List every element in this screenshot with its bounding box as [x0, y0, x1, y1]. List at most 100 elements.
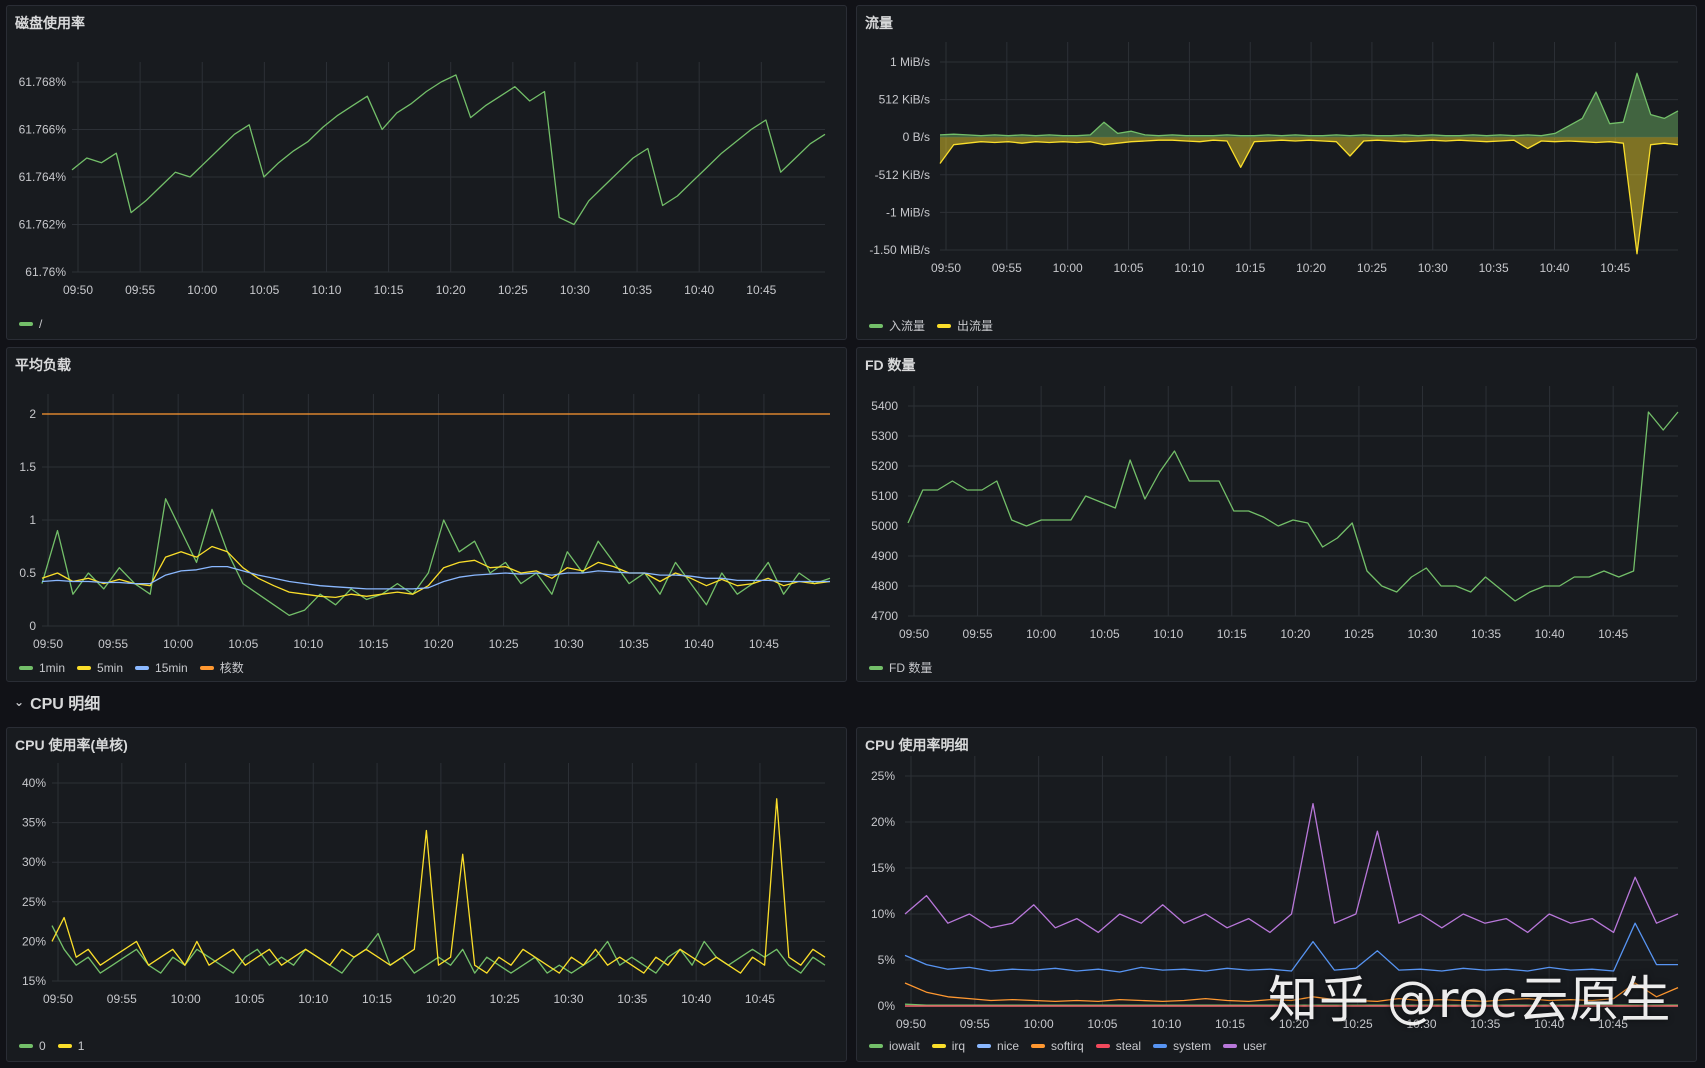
y-tick-label: 1 MiB/s	[890, 55, 930, 69]
y-tick-label: 4900	[871, 549, 898, 563]
series-line-出流量[interactable]	[939, 139, 1679, 255]
series-line-入流量[interactable]	[939, 72, 1679, 137]
x-tick-label: 09:55	[992, 261, 1022, 275]
series-line-user[interactable]	[904, 802, 1679, 934]
x-tick-label: 10:20	[423, 637, 453, 651]
legend-item[interactable]: iowait	[869, 1039, 920, 1053]
legend-item[interactable]: 15min	[135, 661, 188, 675]
legend-swatch	[1153, 1044, 1168, 1048]
y-tick-label: 4800	[871, 579, 898, 593]
legend-item[interactable]: 0	[19, 1039, 46, 1053]
x-tick-label: 10:00	[1053, 261, 1083, 275]
panel-title[interactable]: FD 数量	[865, 357, 916, 373]
series-line-1[interactable]	[51, 798, 826, 974]
legend-label: 5min	[97, 660, 124, 675]
legend-item[interactable]: /	[19, 317, 42, 331]
panel-title[interactable]: CPU 使用率(单核)	[15, 737, 128, 753]
series-line-system[interactable]	[904, 922, 1678, 973]
x-tick-label: 10:05	[1087, 1017, 1117, 1031]
panel-traffic[interactable]: 流量入流量 出流量	[856, 5, 1697, 340]
x-tick-label: 10:45	[745, 992, 775, 1006]
x-tick-label: 10:40	[1539, 261, 1569, 275]
x-tick-label: 10:45	[746, 283, 776, 297]
legend-label: 15min	[155, 660, 188, 675]
legend-swatch	[869, 323, 883, 328]
x-tick-label: 10:10	[1174, 261, 1204, 275]
x-tick-label: 10:25	[490, 992, 520, 1006]
y-tick-label: 5200	[871, 459, 898, 473]
series-line-5min[interactable]	[41, 545, 831, 599]
legend-swatch	[931, 1044, 946, 1048]
legend-item[interactable]: 1	[57, 1039, 84, 1053]
series-line-softirq[interactable]	[904, 982, 1679, 1003]
legend-label: /	[39, 317, 43, 331]
series-line-0[interactable]	[51, 925, 826, 974]
series-line-15min[interactable]	[41, 565, 830, 590]
x-tick-label: 10:40	[1535, 627, 1565, 641]
x-tick-label: 10:05	[249, 283, 279, 297]
series-line-/[interactable]	[71, 74, 826, 226]
x-tick-label: 10:10	[311, 283, 341, 297]
x-tick-label: 10:45	[1600, 261, 1630, 275]
legend-swatch	[1095, 1044, 1110, 1048]
x-tick-label: 10:35	[622, 283, 652, 297]
panel-title[interactable]: 流量	[865, 15, 893, 31]
legend-item[interactable]: 1min	[19, 661, 65, 675]
legend-item[interactable]: 出流量	[937, 317, 993, 334]
row-title: CPU 明细	[30, 696, 101, 713]
panel-title[interactable]: CPU 使用率明细	[865, 737, 969, 753]
legend-item[interactable]: 5min	[77, 661, 123, 675]
legend-item[interactable]: steal	[1095, 1039, 1142, 1053]
x-tick-label: 10:30	[1418, 261, 1448, 275]
legend-item[interactable]: 入流量	[869, 317, 925, 334]
legend-swatch	[1223, 1044, 1238, 1048]
y-tick-label: 61.762%	[19, 218, 67, 232]
series-line-FD 数量[interactable]	[907, 411, 1679, 602]
x-tick-label: 10:00	[171, 992, 201, 1006]
legend-label: steal	[1115, 1039, 1142, 1053]
series-line-iowait[interactable]	[904, 1003, 1678, 1006]
row-header-cpu[interactable]: ⌄ CPU 明细	[14, 690, 100, 714]
x-tick-label: 10:00	[1024, 1017, 1054, 1031]
legend-item[interactable]: system	[1153, 1039, 1211, 1053]
x-tick-label: 10:30	[1406, 1017, 1436, 1031]
legend-swatch	[1031, 1044, 1046, 1048]
chevron-down-icon: ⌄	[14, 695, 25, 709]
chart-load: 2 1.5 1 0.5 0 09:50 09:55 10:00 10:05 10:10 10:15 1…	[19, 394, 831, 651]
y-tick-label: 61.764%	[19, 170, 67, 184]
x-tick-label: 10:35	[1470, 1017, 1500, 1031]
x-tick-label: 09:50	[899, 627, 929, 641]
x-tick-label: 10:20	[1296, 261, 1326, 275]
legend-swatch	[19, 322, 33, 326]
legend: 1min 5min 15min 核数	[19, 659, 244, 676]
panel-disk[interactable]: 磁盘使用率 /	[6, 5, 847, 340]
x-tick-label: 10:35	[619, 637, 649, 651]
legend: /	[19, 317, 42, 331]
x-tick-label: 10:05	[234, 992, 264, 1006]
y-tick-label: 5000	[871, 519, 898, 533]
legend-swatch	[977, 1044, 992, 1048]
chart-traffic: 1 MiB/s 512 KiB/s 0 B/s -512 KiB/s -1 MiB/s -…	[869, 42, 1679, 275]
y-tick-label: 5400	[871, 399, 898, 413]
x-tick-label: 10:00	[1026, 627, 1056, 641]
legend-item[interactable]: irq	[931, 1039, 965, 1053]
legend-item[interactable]: user	[1223, 1039, 1266, 1053]
x-tick-label: 10:05	[228, 637, 258, 651]
x-tick-label: 09:55	[125, 283, 155, 297]
legend-item[interactable]: softirq	[1031, 1039, 1084, 1053]
panel-title[interactable]: 磁盘使用率	[15, 15, 85, 31]
x-tick-label: 10:10	[293, 637, 323, 651]
legend-item[interactable]: 核数	[199, 659, 244, 676]
legend-swatch	[869, 1044, 883, 1048]
legend-item[interactable]: nice	[977, 1039, 1019, 1053]
legend-item[interactable]: FD 数量	[869, 659, 932, 676]
x-tick-label: 10:05	[1114, 261, 1144, 275]
legend-label: user	[1243, 1039, 1267, 1053]
x-tick-label: 10:30	[553, 992, 583, 1006]
x-tick-label: 10:00	[163, 637, 193, 651]
panel-title[interactable]: 平均负载	[15, 357, 71, 373]
chart-cpu_single: 40% 35% 30% 25% 20% 15% 09:50 09:55 10:00 10:05 10…	[22, 763, 826, 1006]
panel-fd[interactable]: FD 数量 FD 数量	[856, 347, 1697, 682]
series-line-1min[interactable]	[41, 498, 831, 617]
